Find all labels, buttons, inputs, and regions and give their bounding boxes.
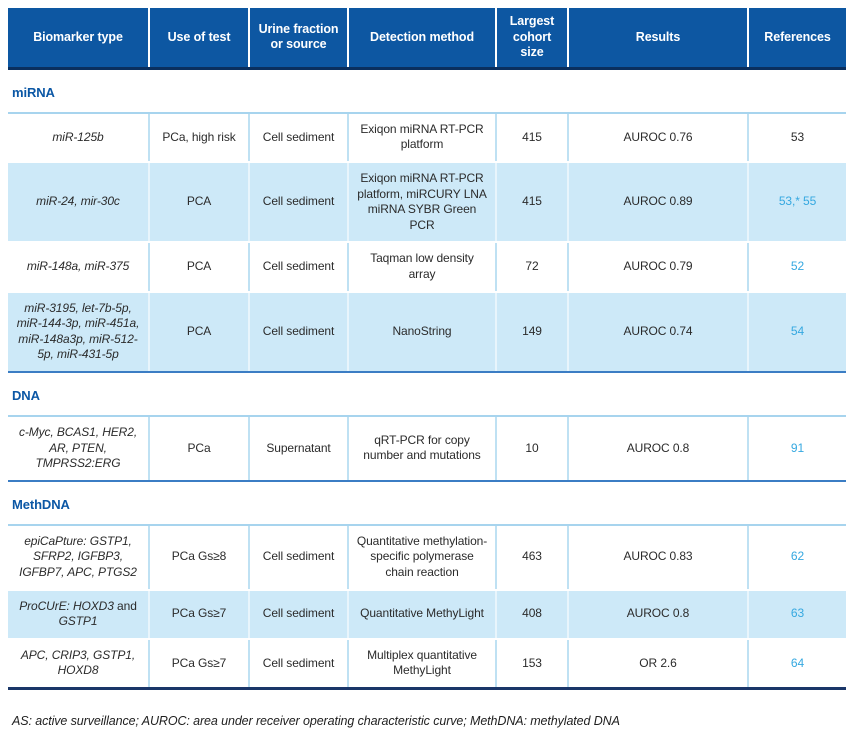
- section-label-dna: DNA: [12, 388, 40, 403]
- cell-largest-cohort-size: 10: [495, 417, 567, 480]
- cell-largest-cohort-size: 72: [495, 243, 567, 291]
- cell-use-of-test: PCa Gs≥8: [148, 525, 248, 589]
- cell-biomarker: epiCaPture: GSTP1, SFRP2, IGFBP3, IGFBP7…: [19, 533, 137, 579]
- cell-use-of-test: PCa, high risk: [148, 113, 248, 162]
- table-row: miR-125b PCa, high risk Cell sediment Ex…: [8, 113, 846, 162]
- table-row: miR-3195, let-7b-5p, miR-144-3p, miR-451…: [8, 290, 846, 371]
- cell-references: 53: [747, 113, 846, 162]
- header-cell-use-of-test: Use of test: [148, 8, 248, 67]
- cell-references: 64: [747, 639, 846, 687]
- section-top-rule: [8, 523, 846, 526]
- cell-detection-method: Exiqon miRNA RT-PCR platform, miRCURY LN…: [347, 163, 495, 242]
- table-row: miR-148a, miR-375 PCA Cell sediment Taqm…: [8, 241, 846, 291]
- cell-references: 62: [747, 525, 846, 589]
- header-cell-detection-method: Detection method: [347, 8, 495, 67]
- cell-results: AUROC 0.79: [567, 243, 747, 291]
- section-top-rule: [8, 111, 846, 114]
- cell-urine-fraction: Cell sediment: [248, 163, 347, 242]
- cell-detection-method: NanoString: [347, 292, 495, 371]
- spacer: [8, 728, 846, 745]
- cell-urine-fraction: Cell sediment: [248, 639, 347, 687]
- cell-biomarker: miR-3195, let-7b-5p, miR-144-3p, miR-451…: [16, 300, 140, 362]
- cell-largest-cohort-size: 408: [495, 590, 567, 638]
- header-cell-largest-cohort-size: Largest cohort size: [495, 8, 567, 67]
- cell-urine-fraction: Cell sediment: [248, 525, 347, 589]
- section-label-methdna: MethDNA: [12, 496, 70, 512]
- biomarker-mixed-text: ProCUrE: HOXD3 and GSTP1: [19, 598, 137, 629]
- cell-use-of-test: PCa Gs≥7: [148, 590, 248, 638]
- cell-results: AUROC 0.8: [567, 417, 747, 480]
- cell-detection-method: qRT-PCR for copy number and mutations: [347, 417, 495, 480]
- cell-use-of-test: PCa Gs≥7: [148, 639, 248, 687]
- biomarker-table: Biomarker type Use of test Urine fractio…: [8, 8, 846, 745]
- cell-references: 52: [747, 243, 846, 291]
- cell-detection-method: Quantitative methylation-specific polyme…: [347, 525, 495, 589]
- table-row: miR-24, mir-30c PCA Cell sediment Exiqon…: [8, 161, 846, 242]
- table-row: epiCaPture: GSTP1, SFRP2, IGFBP3, IGFBP7…: [8, 525, 846, 589]
- section-label-mirna: miRNA: [12, 84, 55, 100]
- cell-references: 54: [747, 292, 846, 371]
- table-row: c-Myc, BCAS1, HER2, AR, PTEN, TMPRSS2:ER…: [8, 417, 846, 480]
- cell-largest-cohort-size: 463: [495, 525, 567, 589]
- header-cell-biomarker-type: Biomarker type: [33, 29, 123, 44]
- cell-detection-method: Taqman low density array: [347, 243, 495, 291]
- cell-urine-fraction: Cell sediment: [248, 243, 347, 291]
- cell-detection-method: Exiqon miRNA RT-PCR platform: [347, 113, 495, 162]
- cell-use-of-test: PCA: [148, 163, 248, 242]
- cell-results: AUROC 0.8: [567, 590, 747, 638]
- table-footnote: AS: active surveillance; AUROC: area und…: [12, 713, 620, 728]
- cell-detection-method: Multiplex quantitative MethyLight: [347, 639, 495, 687]
- section-end-rule: [8, 479, 846, 482]
- cell-biomarker: miR-24, mir-30c: [36, 194, 120, 209]
- header-cell-urine-fraction: Urine fraction or source: [248, 8, 347, 67]
- section-end-rule: [8, 371, 846, 373]
- cell-largest-cohort-size: 149: [495, 292, 567, 371]
- header-cell-references: References: [747, 8, 846, 67]
- cell-biomarker: ProCUrE: HOXD3 and GSTP1: [8, 591, 148, 638]
- cell-references: 91: [747, 417, 846, 480]
- cell-biomarker: APC, CRIP3, GSTP1, HOXD8: [20, 647, 136, 678]
- cell-use-of-test: PCa: [148, 417, 248, 480]
- header-cell-results: Results: [567, 8, 747, 67]
- table-row: APC, CRIP3, GSTP1, HOXD8 PCa Gs≥7 Cell s…: [8, 637, 846, 687]
- cell-largest-cohort-size: 415: [495, 113, 567, 162]
- cell-largest-cohort-size: 415: [495, 163, 567, 242]
- cell-results: AUROC 0.74: [567, 292, 747, 371]
- cell-results: AUROC 0.76: [567, 113, 747, 162]
- cell-results: OR 2.6: [567, 639, 747, 687]
- cell-largest-cohort-size: 153: [495, 639, 567, 687]
- cell-results: AUROC 0.83: [567, 525, 747, 589]
- table-row: ProCUrE: HOXD3 and GSTP1 PCa Gs≥7 Cell s…: [8, 588, 846, 638]
- cell-use-of-test: PCA: [148, 292, 248, 371]
- cell-references: 63: [747, 590, 846, 638]
- cell-biomarker: miR-148a, miR-375: [26, 259, 130, 274]
- cell-biomarker: c-Myc, BCAS1, HER2, AR, PTEN, TMPRSS2:ER…: [18, 425, 138, 471]
- table-header-row: Biomarker type Use of test Urine fractio…: [8, 8, 846, 70]
- cell-urine-fraction: Cell sediment: [248, 292, 347, 371]
- cell-results: AUROC 0.89: [567, 163, 747, 242]
- cell-urine-fraction: Cell sediment: [248, 113, 347, 162]
- cell-urine-fraction: Supernatant: [248, 417, 347, 480]
- cell-references: 53,* 55: [747, 163, 846, 242]
- cell-use-of-test: PCA: [148, 243, 248, 291]
- cell-detection-method: Quantitative MethyLight: [347, 590, 495, 638]
- cell-biomarker: miR-125b: [52, 129, 104, 144]
- table-end-rule: [8, 686, 846, 690]
- cell-urine-fraction: Cell sediment: [248, 590, 347, 638]
- section-top-rule: [8, 415, 846, 417]
